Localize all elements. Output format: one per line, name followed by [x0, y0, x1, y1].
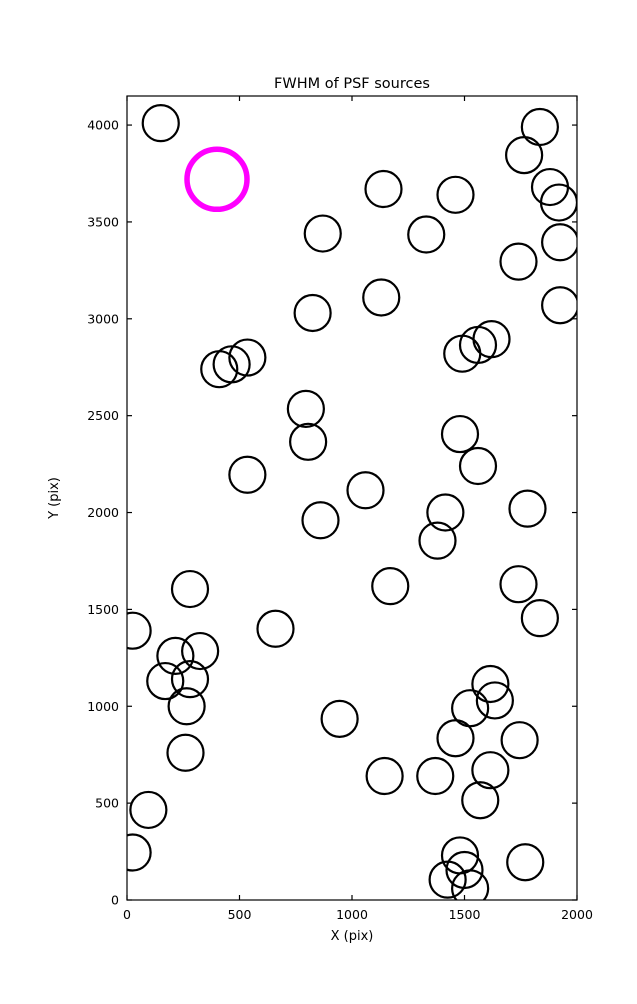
psf-source-circle [286, 389, 325, 428]
y-tick-label: 0 [111, 893, 119, 908]
y-tick-label: 3500 [87, 214, 119, 229]
x-tick-label: 1500 [449, 907, 481, 922]
x-axis-label: X (pix) [331, 929, 374, 944]
psf-source-circle [170, 660, 210, 699]
y-tick-label: 2000 [87, 505, 119, 520]
psf-source-circle [471, 751, 510, 790]
psf-source-circle [539, 183, 577, 222]
psf-source-circle [228, 338, 267, 377]
psf-source-circle [541, 286, 577, 325]
psf-source-circle [289, 422, 328, 461]
x-tick-label: 0 [123, 907, 131, 922]
psf-source-circle [426, 493, 465, 532]
psf-source-circle [293, 293, 332, 333]
psf-source-circle [451, 869, 490, 900]
psf-source-circle [508, 489, 547, 528]
psf-source-circle [520, 599, 559, 638]
psf-source-circle [200, 350, 239, 389]
psf-source-circle [506, 843, 545, 882]
psf-source-circle [461, 781, 500, 820]
psf-source-circle [362, 278, 401, 317]
psf-source-circle [471, 664, 510, 704]
x-tick-label: 500 [228, 907, 252, 922]
psf-source-circle [499, 565, 538, 604]
psf-source-circle [541, 223, 577, 262]
psf-source-circle [416, 756, 455, 796]
psf-source-circle [181, 631, 220, 671]
psf-source-circle [499, 242, 538, 281]
chart-title: FWHM of PSF sources [274, 76, 430, 92]
x-tick-label: 1000 [336, 907, 368, 922]
psf-source-circle [418, 521, 457, 560]
psf-source-circle [146, 661, 185, 701]
psf-source-circle [458, 446, 498, 486]
psf-source-circle [371, 567, 410, 606]
psf-source-circle [256, 609, 295, 648]
x-tick-label: 2000 [561, 907, 593, 922]
psf-source-circle [127, 611, 152, 650]
y-tick-label: 1500 [87, 602, 119, 617]
psf-source-circle [436, 719, 475, 758]
psf-source-circle [436, 175, 475, 214]
psf-source-circle [364, 169, 403, 209]
psf-source-circle [141, 104, 180, 143]
psf-source-circle [346, 471, 385, 510]
psf-source-circle [301, 501, 340, 540]
psf-source-circle [166, 733, 205, 772]
psf-source-circle [428, 860, 467, 899]
psf-source-circle [500, 721, 539, 760]
psf-source-circle [440, 414, 480, 454]
y-tick-label: 2500 [87, 408, 119, 423]
psf-source-circle [320, 699, 359, 738]
axes-frame [126, 95, 578, 901]
y-tick-label: 4000 [87, 118, 119, 133]
highlighted-psf-source-circle [184, 146, 250, 213]
psf-source-circle [365, 756, 404, 796]
y-axis-label: Y (pix) [47, 477, 62, 520]
y-tick-label: 3000 [87, 311, 119, 326]
plot-area: 0 500 1000 1500 2000 0 500 1000 1500 2000 2500 3000… [87, 96, 593, 922]
y-tick-label: 500 [95, 796, 119, 811]
psf-source-circle [475, 681, 514, 720]
psf-source-circle [228, 455, 267, 494]
psf-source-circle [170, 569, 210, 609]
psf-source-circle [156, 636, 195, 675]
psf-source-circle [458, 325, 498, 365]
psf-source-circle [167, 687, 206, 726]
psf-source-circle [129, 790, 168, 830]
psf-source-circle [303, 214, 342, 253]
psf-source-circle [407, 215, 446, 254]
psf-source-circle [520, 107, 559, 147]
psf-source-circle [505, 135, 544, 175]
y-tick-label: 1000 [87, 699, 119, 714]
psf-source-circle [127, 833, 152, 872]
